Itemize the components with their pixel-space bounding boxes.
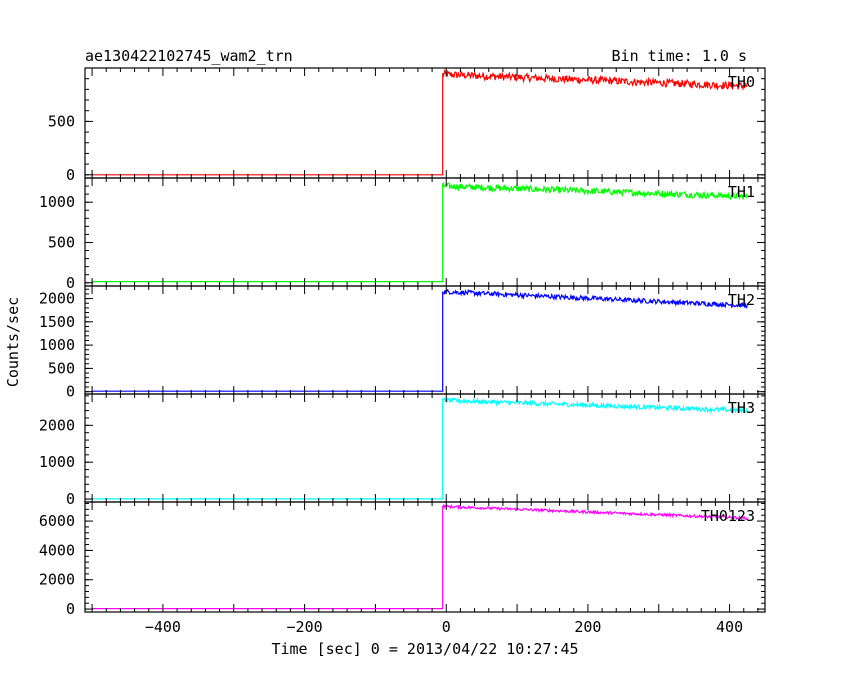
y-tick-label: 2000 bbox=[39, 290, 75, 308]
y-tick-label: 0 bbox=[66, 600, 75, 618]
y-tick-label: 0 bbox=[66, 166, 75, 184]
x-tick-label: −400 bbox=[145, 618, 181, 636]
series-line-th0123 bbox=[92, 503, 748, 610]
y-tick-label: 1000 bbox=[39, 336, 75, 354]
panel-label-th1: TH1 bbox=[728, 183, 755, 201]
x-tick-label: 0 bbox=[442, 618, 451, 636]
panel-frame bbox=[84, 501, 766, 613]
x-tick-label: −200 bbox=[287, 618, 323, 636]
y-tick-label: 0 bbox=[66, 383, 75, 401]
x-axis-title: Time [sec] 0 = 2013/04/22 10:27:45 bbox=[271, 640, 578, 658]
y-tick-label: 2000 bbox=[39, 416, 75, 434]
y-tick-label: 500 bbox=[48, 359, 75, 377]
y-tick-label: 6000 bbox=[39, 512, 75, 530]
y-tick-label: 1000 bbox=[39, 453, 75, 471]
y-tick-label: 0 bbox=[66, 490, 75, 508]
x-tick-label: 400 bbox=[716, 618, 743, 636]
panel-label-th0123: TH0123 bbox=[701, 507, 755, 525]
series-line-th2 bbox=[92, 288, 748, 392]
y-tick-label: 4000 bbox=[39, 541, 75, 559]
series-line-th3 bbox=[92, 397, 748, 500]
y-tick-label: 0 bbox=[66, 274, 75, 292]
y-tick-label: 500 bbox=[48, 233, 75, 251]
panel-label-th2: TH2 bbox=[728, 291, 755, 309]
y-tick-label: 1500 bbox=[39, 313, 75, 331]
y-tick-label: 1000 bbox=[39, 193, 75, 211]
chart-title: ae130422102745_wam2_trn bbox=[85, 47, 293, 65]
series-line-th0 bbox=[92, 68, 748, 176]
bin-time-label: Bin time: 1.0 s bbox=[612, 47, 747, 65]
y-tick-label: 2000 bbox=[39, 571, 75, 589]
panel-label-th0: TH0 bbox=[728, 73, 755, 91]
panel-label-th3: TH3 bbox=[728, 399, 755, 417]
series-line-th1 bbox=[92, 181, 748, 283]
y-axis-title: Counts/sec bbox=[4, 297, 22, 387]
y-tick-label: 500 bbox=[48, 112, 75, 130]
x-tick-label: 200 bbox=[574, 618, 601, 636]
panel-frame bbox=[84, 393, 766, 503]
